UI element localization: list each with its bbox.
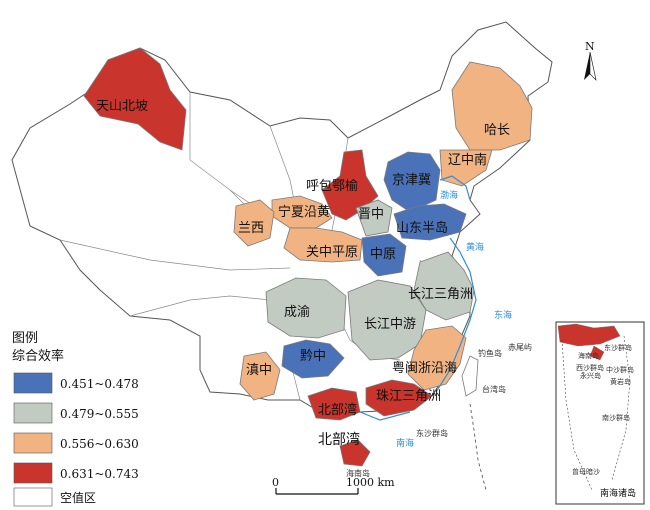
label-yangtze-mid: 长江中游	[364, 317, 416, 332]
label-beibuwan: 北部湾	[318, 431, 360, 448]
north-label: N	[585, 40, 595, 53]
region-ningxia[interactable]	[271, 195, 333, 229]
region-taiwan	[461, 355, 479, 397]
inset-label-1: 海南岛	[578, 351, 599, 360]
inset-title: 南海诸岛	[600, 487, 636, 499]
label-qianzhong: 黔中	[300, 349, 326, 364]
legend-swatch-2	[13, 432, 53, 454]
legend-title-2: 综合效率	[12, 348, 64, 364]
label-tianshan: 天山北坡	[96, 99, 148, 114]
sea-huanghai: 黄海	[466, 241, 484, 253]
legend-swatch-3	[13, 462, 53, 484]
region-qianzhong[interactable]	[281, 339, 345, 379]
region-shandong[interactable]	[393, 203, 467, 241]
sea-bohai: 渤海	[440, 189, 458, 201]
label-hachang: 哈长	[484, 123, 510, 138]
legend: 图例 综合效率 0.451~0.478 0.479~0.555 0.556~0.…	[12, 331, 139, 507]
legend-label-1: 0.479~0.555	[60, 407, 139, 421]
label-beibuwan-small: 北部湾	[318, 402, 357, 418]
label-shandong: 山东半岛	[396, 220, 448, 236]
legend-label-0: 0.451~0.478	[60, 377, 139, 391]
inset-label-2: 西沙群岛	[576, 363, 604, 372]
label-minzhe: 粤闽浙沿海	[392, 360, 457, 376]
sea-donghai: 东海	[494, 309, 512, 321]
label-lanxi: 兰西	[238, 221, 264, 236]
legend-label-3: 0.631~0.743	[60, 467, 139, 481]
region-dianzhong[interactable]	[239, 351, 281, 401]
label-liaozhongnan: 辽中南	[448, 152, 487, 168]
inset-label-4: 中沙群岛	[606, 365, 634, 374]
sea-nanhai: 南海	[396, 437, 414, 449]
inset-label-3: 永兴岛	[580, 371, 601, 380]
legend-label-4: 空值区	[60, 490, 96, 505]
scale-end: 1000 km	[346, 476, 395, 489]
island-dongsha: 东沙群岛	[416, 428, 448, 438]
label-ningxia: 宁夏沿黄	[278, 204, 330, 220]
legend-swatch-1	[13, 402, 53, 424]
region-guanzhong[interactable]	[283, 227, 363, 263]
label-chengyu: 成渝	[284, 304, 310, 320]
island-chiwei: 赤尾屿	[508, 343, 532, 352]
legend-title-1: 图例	[12, 331, 38, 346]
region-lanxi[interactable]	[233, 199, 275, 247]
region-chengyu[interactable]	[265, 277, 347, 339]
region-yangtze-delta[interactable]	[413, 251, 475, 321]
inset-label-0: 东沙群岛	[604, 343, 632, 352]
region-jinzhong[interactable]	[355, 199, 393, 237]
legend-swatch-4	[13, 487, 53, 507]
scale-start: 0	[272, 476, 279, 489]
inset-label-7: 曾母暗沙	[572, 467, 600, 476]
label-prd: 珠江三角洲	[376, 389, 441, 404]
island-taiwan: 台湾岛	[482, 384, 506, 394]
north-arrow-icon: N	[584, 40, 597, 81]
coastline	[359, 175, 477, 421]
legend-swatch-0	[13, 372, 53, 394]
region-hubao[interactable]	[321, 149, 379, 221]
inset-map: 东沙群岛 海南岛 西沙群岛 永兴岛 中沙群岛 黄岩岛 南沙群岛 曾母暗沙 南海诸…	[555, 321, 645, 505]
island-hainan: 海南岛	[346, 468, 370, 478]
scale-bar: 0 1000 km	[272, 476, 395, 495]
region-tianshan[interactable]	[83, 47, 187, 151]
region-jingjinji[interactable]	[383, 151, 441, 213]
inset-label-6: 南沙群岛	[602, 413, 630, 422]
inset-label-5: 黄岩岛	[610, 377, 631, 386]
region-minzhe[interactable]	[407, 325, 467, 391]
region-hainan[interactable]	[339, 439, 371, 467]
label-jinzhong: 晋中	[358, 207, 384, 222]
region-prd[interactable]	[365, 379, 433, 417]
label-guanzhong: 关中平原	[306, 245, 358, 260]
legend-label-2: 0.556~0.630	[60, 437, 139, 451]
label-yangtze-delta: 长江三角洲	[408, 287, 473, 302]
label-jingjinji: 京津冀	[392, 172, 431, 188]
label-hubao: 呼包鄂榆	[306, 179, 358, 194]
island-diaoyu: 钓鱼岛	[478, 348, 502, 358]
label-dianzhong: 滇中	[246, 363, 272, 378]
region-zhongyuan[interactable]	[361, 233, 407, 277]
region-hachang[interactable]	[451, 61, 533, 151]
ninedash-line	[469, 403, 487, 491]
label-zhongyuan: 中原	[370, 247, 396, 262]
